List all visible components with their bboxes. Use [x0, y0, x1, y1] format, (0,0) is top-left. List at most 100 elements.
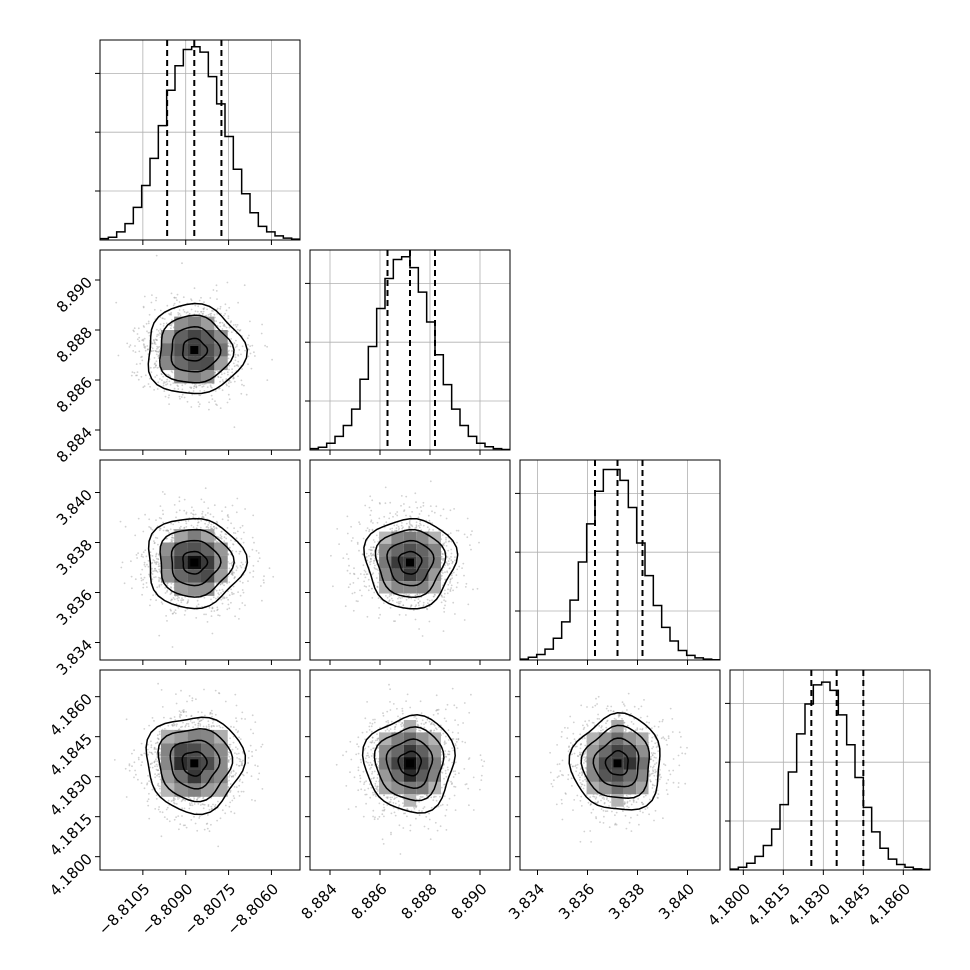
sample-point [467, 603, 470, 606]
sample-point [222, 325, 225, 327]
sample-point [377, 581, 379, 584]
sample-point [443, 592, 446, 595]
sample-point [154, 561, 156, 564]
sample-point [200, 519, 203, 522]
sample-point [181, 393, 184, 396]
sample-point [228, 306, 231, 309]
sample-point [221, 588, 224, 591]
sample-point [358, 521, 360, 524]
sample-point [177, 599, 180, 602]
sample-point [453, 508, 455, 510]
sample-point [194, 383, 197, 386]
sample-point [226, 608, 229, 611]
sample-point [371, 499, 374, 502]
sample-point [129, 344, 132, 347]
sample-point [215, 597, 217, 600]
sample-point [252, 564, 255, 567]
sample-point [190, 714, 193, 717]
sample-point [408, 526, 411, 528]
sample-point [136, 333, 139, 335]
sample-point [162, 513, 165, 516]
sample-point [433, 595, 435, 598]
sample-point [170, 540, 173, 543]
sample-point [224, 303, 227, 306]
sample-point [451, 561, 454, 563]
sample-point [161, 491, 164, 493]
sample-point [237, 375, 239, 378]
sample-point [176, 293, 179, 296]
sample-point [392, 593, 395, 596]
sample-point [443, 557, 445, 560]
sample-point [115, 301, 118, 304]
sample-point [218, 322, 221, 324]
sample-point [231, 550, 234, 552]
sample-point [408, 520, 411, 522]
sample-point [370, 552, 372, 555]
sample-point [181, 599, 184, 601]
sample-point [141, 593, 144, 596]
sample-point [205, 526, 208, 528]
sample-point [143, 346, 146, 348]
sample-point [403, 509, 406, 511]
sample-point [193, 287, 196, 290]
sample-point [365, 529, 368, 532]
sample-point [216, 541, 219, 543]
sample-point [422, 605, 425, 607]
sample-point [217, 614, 220, 616]
sample-point [148, 573, 150, 576]
sample-point [154, 576, 157, 578]
sample-point [147, 322, 150, 325]
sample-point [183, 396, 186, 399]
sample-point [224, 700, 227, 703]
sample-point [162, 382, 165, 385]
sample-point [166, 582, 169, 585]
sample-point [450, 556, 452, 558]
sample-point [172, 382, 175, 384]
sample-point [121, 561, 124, 564]
sample-point [373, 546, 375, 549]
sample-point [197, 521, 200, 524]
density-cell [174, 542, 188, 556]
sample-point [207, 814, 209, 816]
sample-point [166, 378, 169, 381]
sample-point [365, 573, 368, 576]
sample-point [369, 563, 372, 566]
sample-point [140, 579, 143, 582]
sample-point [454, 556, 456, 558]
sample-point [193, 797, 196, 800]
sample-point [139, 362, 142, 365]
contour-level-2 [170, 326, 222, 373]
sample-point [170, 522, 173, 525]
sample-point [396, 511, 399, 513]
sample-point [165, 322, 168, 325]
sample-point [463, 574, 465, 577]
sample-point [414, 594, 417, 597]
sample-point [151, 294, 153, 296]
sample-point [154, 366, 157, 368]
sample-point [378, 617, 380, 619]
density-cell [201, 582, 215, 596]
sample-point [440, 556, 443, 558]
sample-point [200, 296, 202, 299]
sample-point [170, 538, 173, 541]
sample-point [216, 307, 219, 310]
sample-point [218, 589, 221, 592]
sample-point [428, 620, 431, 623]
sample-point [166, 529, 169, 531]
sample-point [225, 596, 228, 599]
sample-point [144, 374, 147, 377]
sample-point [217, 375, 220, 378]
sample-point [368, 548, 371, 551]
sample-point [235, 364, 238, 367]
sample-point [231, 572, 234, 575]
sample-point [366, 527, 369, 529]
sample-point [385, 521, 388, 524]
sample-point [155, 353, 158, 356]
sample-point [227, 516, 230, 518]
sample-point [159, 527, 162, 530]
sample-point [160, 517, 163, 520]
sample-point [451, 561, 454, 563]
sample-point [158, 350, 161, 353]
sample-point [166, 620, 168, 622]
sample-point [178, 596, 180, 599]
